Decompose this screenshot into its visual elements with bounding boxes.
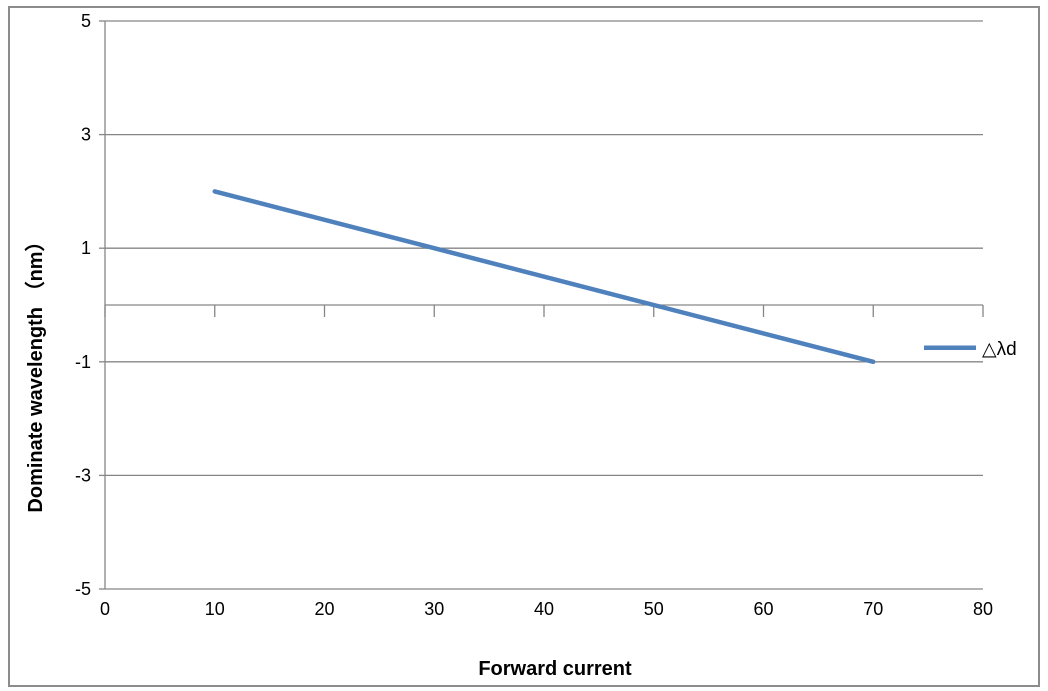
tick-labels: 5 3 1 -1 -3 -5 0 10 20 30 40 50 60 70 80 — [75, 11, 993, 619]
y-axis-title: Dominate wavelength （nm） — [24, 231, 47, 512]
x-tick-label: 40 — [534, 599, 554, 619]
x-tick-label: 20 — [314, 599, 334, 619]
y-tick-label: -1 — [75, 352, 91, 372]
y-tick-label: -3 — [75, 465, 91, 485]
legend-label: △λd — [982, 339, 1017, 360]
x-tick-label: 0 — [100, 599, 110, 619]
axes — [99, 20, 984, 590]
chart-frame — [8, 6, 1040, 687]
y-tick-label: 1 — [81, 238, 91, 258]
y-tick-label: -5 — [75, 579, 91, 599]
series-lines — [212, 189, 876, 365]
y-tick-label: 5 — [81, 11, 91, 31]
x-tick-label: 70 — [863, 599, 883, 619]
series-line — [212, 189, 876, 365]
legend: △λd — [924, 339, 1017, 360]
x-tick-label: 80 — [973, 599, 993, 619]
x-tick-label: 50 — [644, 599, 664, 619]
grid-lines — [105, 20, 983, 590]
x-tick-label: 30 — [424, 599, 444, 619]
y-tick-label: 3 — [81, 125, 91, 145]
x-tick-label: 60 — [753, 599, 773, 619]
x-axis-title: Forward current — [478, 658, 632, 680]
x-tick-label: 10 — [205, 599, 225, 619]
